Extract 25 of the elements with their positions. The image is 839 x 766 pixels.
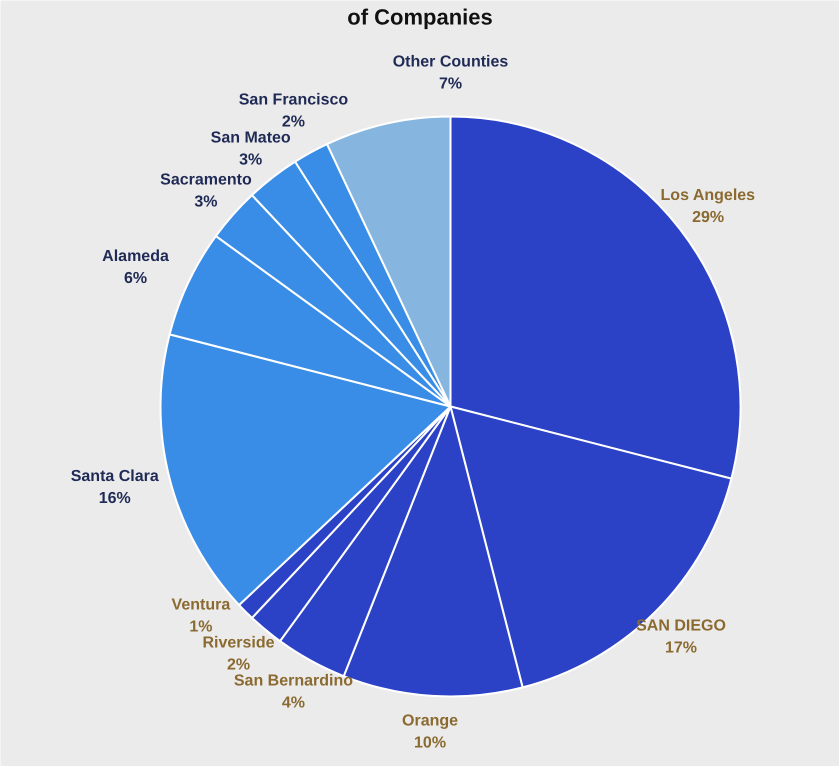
chart-title: of Companies xyxy=(347,4,493,30)
slice-label: Santa Clara xyxy=(70,468,159,486)
slice-label: San Francisco xyxy=(238,91,348,108)
slice-label: Other Counties xyxy=(392,53,508,70)
data-label: 2% xyxy=(282,113,306,130)
slice-label: Ventura xyxy=(172,596,230,614)
slice-label: Riverside xyxy=(202,634,275,652)
slice-label: Sacramento xyxy=(160,171,252,188)
slice-label: Orange xyxy=(402,712,458,730)
data-label: 7% xyxy=(438,75,462,92)
data-label: 10% xyxy=(414,734,446,752)
data-label: 17% xyxy=(665,640,698,657)
data-label: 29% xyxy=(692,209,724,226)
slice-label: Alameda xyxy=(102,248,169,266)
data-label: 3% xyxy=(239,151,262,168)
data-label: 3% xyxy=(194,193,218,210)
data-label: 4% xyxy=(282,694,306,712)
slice-label: San Bernardino xyxy=(234,672,354,690)
slice-label: San Mateo xyxy=(210,129,291,146)
data-label: 1% xyxy=(189,618,212,636)
data-label: 6% xyxy=(124,270,148,288)
data-label: 2% xyxy=(226,656,250,674)
slice-label: Los Angeles xyxy=(660,187,756,204)
slice-label: SAN DIEGO xyxy=(636,618,726,635)
data-label: 16% xyxy=(98,490,131,508)
